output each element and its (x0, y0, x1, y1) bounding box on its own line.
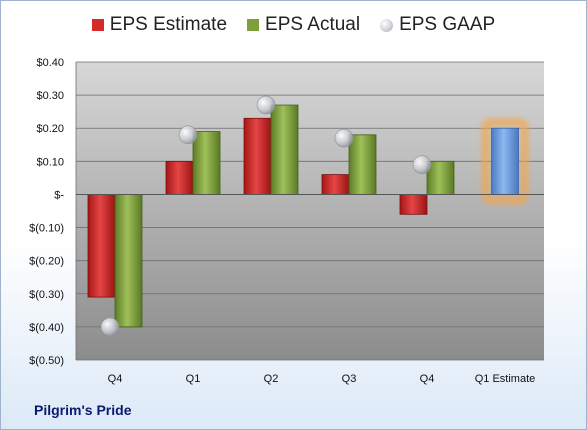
legend-swatch-actual (247, 19, 260, 31)
y-tick-label: $(0.20) (29, 256, 64, 268)
bar-eps-actual (348, 134, 377, 195)
x-tick-label: Q3 (342, 373, 357, 385)
y-tick-label: $(0.50) (29, 355, 64, 367)
y-tick-label: $0.30 (36, 90, 64, 102)
bar-eps-estimate (243, 117, 272, 195)
x-tick-label: Q2 (264, 373, 279, 385)
plot-area: $0.40 $0.30 $0.20 $0.10 $- $(0.10) $(0.20) $(0.… (29, 57, 544, 385)
y-tick-label: $0.40 (36, 57, 64, 69)
x-tick-label: Q1 Estimate (475, 373, 536, 385)
legend-item-actual: EPS Actual (247, 14, 360, 36)
legend-swatch-gaap (380, 18, 394, 32)
y-tick-label: $(0.10) (29, 223, 64, 235)
bar-eps-actual (114, 194, 143, 328)
legend-label-actual: EPS Actual (265, 14, 361, 35)
estimate-highlight-glow (482, 118, 528, 204)
x-tick-label: Q4 (420, 373, 435, 385)
bar-eps-estimate (87, 194, 116, 298)
legend-swatch-estimate (91, 19, 104, 31)
bar-eps-estimate (399, 194, 428, 215)
y-tick-label: $0.20 (36, 123, 64, 135)
bar-eps-actual (426, 160, 455, 195)
y-tick-label: $(0.40) (29, 322, 64, 334)
point-eps-gaap (256, 95, 276, 115)
bar-eps-estimate (165, 160, 194, 195)
bar-q1-estimate (491, 127, 519, 195)
x-tick-label: Q1 (186, 373, 201, 385)
point-eps-gaap (178, 125, 198, 145)
x-tick-label: Q4 (108, 373, 123, 385)
y-tick-label: $(0.30) (29, 289, 64, 301)
bar-eps-actual (270, 104, 299, 195)
point-eps-gaap (100, 317, 120, 337)
legend-label-estimate: EPS Estimate (109, 14, 228, 35)
y-tick-label: $- (54, 189, 64, 201)
chart-legend: EPS Estimate EPS Actual EPS GAAP (0, 14, 587, 36)
company-name: Pilgrim's Pride (34, 402, 132, 418)
bar-eps-actual (192, 131, 221, 195)
legend-item-estimate: EPS Estimate (91, 14, 228, 36)
bar-eps-estimate (321, 174, 350, 195)
point-eps-gaap (412, 155, 432, 174)
legend-item-gaap: EPS GAAP (380, 14, 495, 36)
point-eps-gaap (334, 128, 354, 148)
y-tick-label: $0.10 (36, 156, 64, 168)
plot-background (76, 62, 544, 360)
legend-label-gaap: EPS GAAP (399, 14, 496, 35)
